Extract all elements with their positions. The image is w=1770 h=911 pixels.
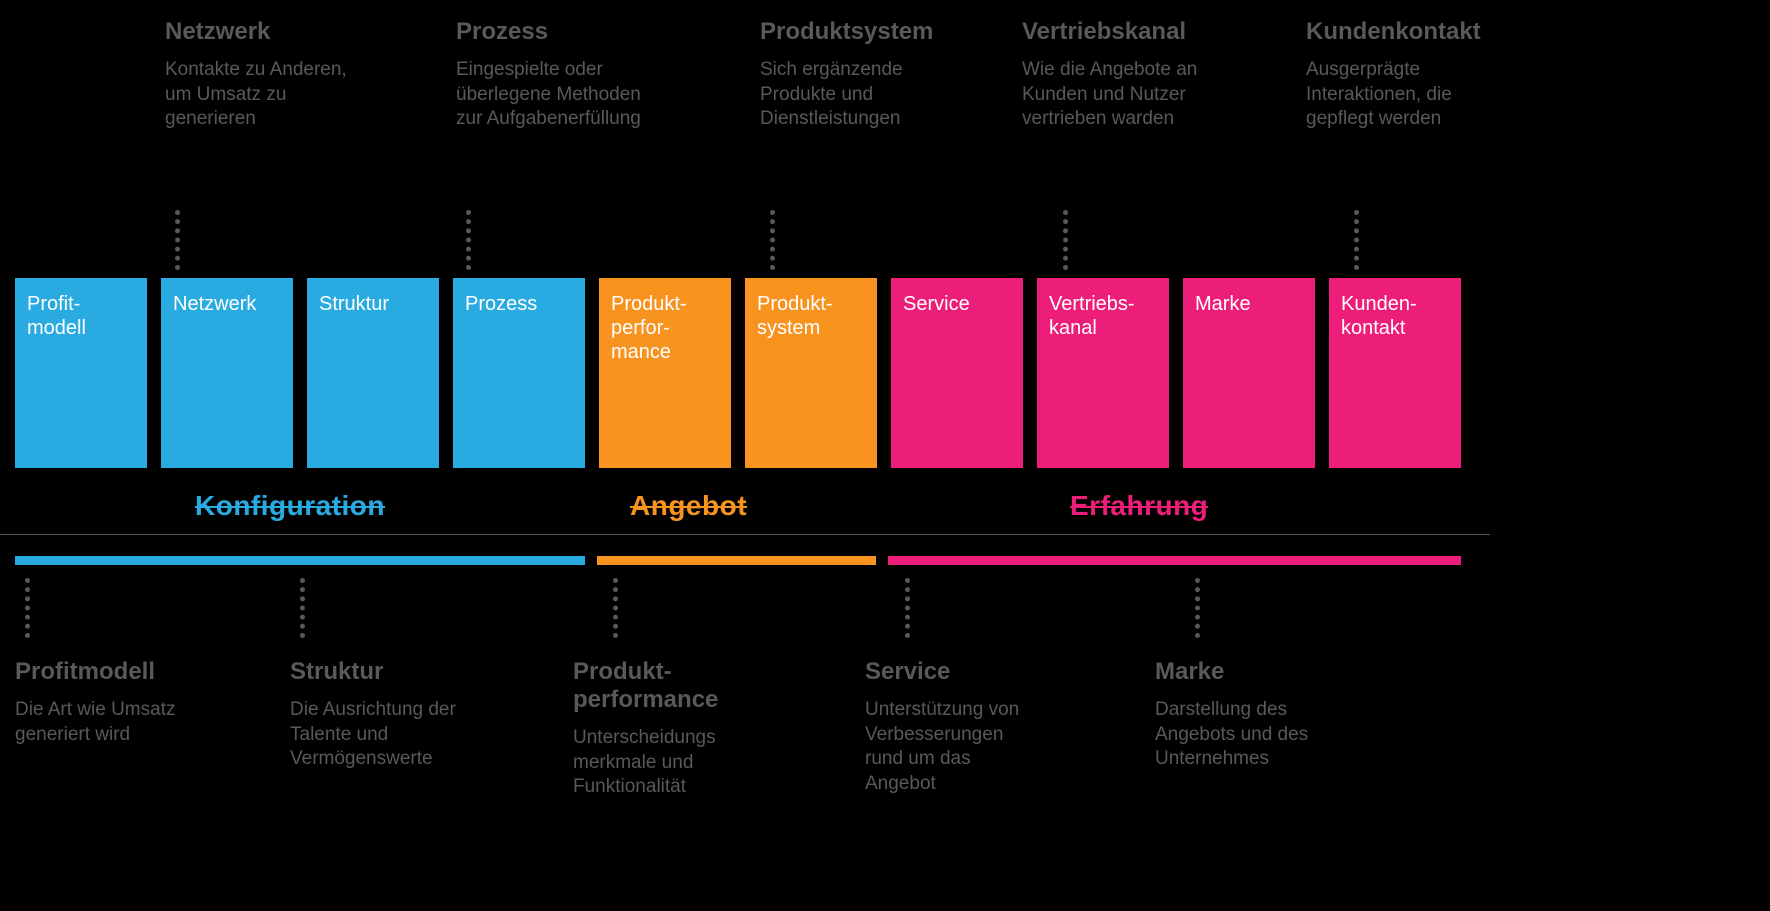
connector-top-3 — [1063, 210, 1068, 270]
box-kundenkontakt: Kunden- kontakt — [1329, 278, 1461, 468]
bottom-ann-desc: Darstellung des Angebots und des Unterne… — [1155, 698, 1345, 772]
box-service: Service — [891, 278, 1023, 468]
top-ann-desc: Eingespielte oder überlegene Methoden zu… — [456, 58, 656, 132]
top-ann-desc: Sich ergänzende Produkte und Dienstleist… — [760, 58, 960, 132]
horizontal-divider — [0, 534, 1490, 535]
connector-bottom-1 — [300, 578, 305, 638]
box-produktperf: Produkt- perfor- mance — [599, 278, 731, 468]
box-prozess: Prozess — [453, 278, 585, 468]
top-ann-desc: Kontakte zu Anderen, um Umsatz zu generi… — [165, 58, 365, 132]
bottom-ann-desc: Die Ausrichtung der Talente und Vermögen… — [290, 698, 480, 772]
box-marke: Marke — [1183, 278, 1315, 468]
bottom-ann-desc: Unterstützung von Verbesserungen rund um… — [865, 698, 1040, 797]
top-ann-desc: Ausgerprägte Interaktionen, die gepflegt… — [1306, 58, 1506, 132]
bottom-ann-1: Struktur Die Ausrichtung der Talente und… — [290, 658, 480, 772]
connector-top-2 — [770, 210, 775, 270]
group-label-erfahrung: Erfahrung — [1070, 490, 1208, 522]
top-ann-title: Netzwerk — [165, 18, 365, 46]
bottom-ann-title: Produkt- performance — [573, 658, 763, 714]
bottom-ann-2: Produkt- performance Unterscheidungs mer… — [573, 658, 763, 800]
bottom-ann-4: Marke Darstellung des Angebots und des U… — [1155, 658, 1345, 772]
group-bar-konfiguration — [15, 556, 585, 565]
connector-top-4 — [1354, 210, 1359, 270]
group-bar-erfahrung — [888, 556, 1461, 565]
bottom-ann-title: Marke — [1155, 658, 1345, 686]
group-label-angebot: Angebot — [630, 490, 747, 522]
group-bar-angebot — [597, 556, 876, 565]
bottom-ann-3: Service Unterstützung von Verbesserungen… — [865, 658, 1040, 797]
top-ann-title: Kundenkontakt — [1306, 18, 1506, 46]
top-ann-2: Produktsystem Sich ergänzende Produkte u… — [760, 18, 960, 132]
group-label-konfiguration: Konfiguration — [195, 490, 385, 522]
top-ann-0: Netzwerk Kontakte zu Anderen, um Umsatz … — [165, 18, 365, 132]
connector-bottom-4 — [1195, 578, 1200, 638]
box-produktsystem: Produkt- system — [745, 278, 877, 468]
connector-bottom-0 — [25, 578, 30, 638]
bottom-annotations: Profitmodell Die Art wie Umsatz generier… — [0, 566, 1770, 906]
top-ann-title: Prozess — [456, 18, 656, 46]
box-vertriebskanal: Vertriebs- kanal — [1037, 278, 1169, 468]
bottom-ann-desc: Unterscheidungs merkmale und Funktionali… — [573, 726, 763, 800]
connector-bottom-2 — [613, 578, 618, 638]
box-profitmodell: Profit- modell — [15, 278, 147, 468]
group-labels: Konfiguration Angebot Erfahrung — [0, 490, 1770, 540]
top-ann-title: Produktsystem — [760, 18, 960, 46]
box-struktur: Struktur — [307, 278, 439, 468]
top-ann-3: Vertriebskanal Wie die Angebote an Kunde… — [1022, 18, 1222, 132]
bottom-ann-title: Service — [865, 658, 1040, 686]
connector-bottom-3 — [905, 578, 910, 638]
bottom-ann-desc: Die Art wie Umsatz generiert wird — [15, 698, 205, 747]
top-ann-desc: Wie die Angebote an Kunden und Nutzer ve… — [1022, 58, 1222, 132]
bottom-ann-title: Struktur — [290, 658, 480, 686]
connector-top-1 — [466, 210, 471, 270]
connector-top-0 — [175, 210, 180, 270]
boxes-row: Profit- modell Netzwerk Struktur Prozess… — [15, 278, 1461, 468]
box-netzwerk: Netzwerk — [161, 278, 293, 468]
bottom-ann-title: Profitmodell — [15, 658, 205, 686]
bottom-ann-0: Profitmodell Die Art wie Umsatz generier… — [15, 658, 205, 747]
top-annotations: Netzwerk Kontakte zu Anderen, um Umsatz … — [0, 18, 1770, 248]
top-ann-4: Kundenkontakt Ausgerprägte Interaktionen… — [1306, 18, 1506, 132]
top-ann-1: Prozess Eingespielte oder überlegene Met… — [456, 18, 656, 132]
top-ann-title: Vertriebskanal — [1022, 18, 1222, 46]
